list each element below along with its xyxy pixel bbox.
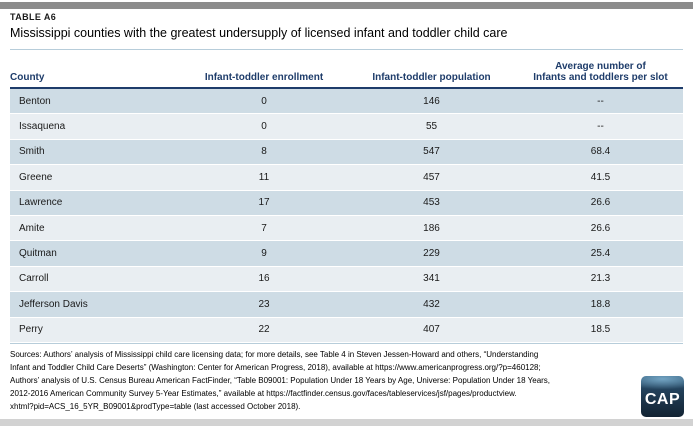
avg-per-slot-cell: 21.3 [590,273,611,285]
county-cell: Amite [19,222,45,234]
column-header-enrollment: Infant-toddler enrollment [204,72,324,83]
enrollment-cell: 0 [261,121,267,133]
county-cell: Issaquena [19,121,66,133]
data-table: County Infant-toddler enrollment Infant-… [10,49,683,344]
table-row: Perry 22 407 18.5 [10,317,683,342]
county-cell: Smith [19,146,45,158]
table-row: Benton 0 146 -- [10,89,683,114]
column-header-population: Infant-toddler population [372,72,491,83]
county-cell: Jefferson Davis [19,298,88,310]
avg-per-slot-cell: 41.5 [590,171,611,183]
avg-per-slot-cell: 26.6 [590,222,611,234]
table-title: Mississippi counties with the greatest u… [10,26,508,40]
population-cell: 453 [423,197,440,209]
enrollment-cell: 23 [258,298,270,310]
enrollment-cell: 22 [258,324,270,336]
source-line: xhtml?pid=ACS_16_5YR_B09001&prodType=tab… [10,402,301,411]
county-cell: Benton [19,95,51,107]
table-row: Jefferson Davis 23 432 18.8 [10,292,683,317]
population-cell: 186 [423,222,440,234]
enrollment-cell: 9 [261,248,267,260]
population-cell: 457 [423,171,440,183]
avg-per-slot-cell: 25.4 [590,248,611,260]
population-cell: 55 [425,121,438,133]
avg-per-slot-cell: 18.5 [590,324,611,336]
county-cell: Quitman [19,248,57,260]
table-label: TABLE A6 [10,12,57,22]
avg-per-slot-cell: 68.4 [590,146,611,158]
county-cell: Carroll [19,273,49,285]
cap-logo-text: CAP [644,391,681,408]
enrollment-cell: 7 [261,222,267,234]
table-header-row: County Infant-toddler enrollment Infant-… [10,49,683,89]
cap-logo: CAP [641,376,684,417]
column-header-average-line2: Infants and toddlers per slot [533,72,668,83]
population-cell: 229 [423,248,440,260]
column-header-county: County [10,72,45,83]
county-cell: Greene [19,171,53,183]
table-row: Amite 7 186 26.6 [10,215,683,241]
column-header-average-line1: Average number of [555,61,646,72]
enrollment-cell: 16 [258,273,270,285]
table-row: Smith 8 547 68.4 [10,139,683,165]
enrollment-cell: 11 [258,171,270,183]
enrollment-cell: 0 [261,95,267,107]
avg-per-slot-cell: 26.6 [590,197,611,209]
population-cell: 341 [423,273,440,285]
enrollment-cell: 8 [261,146,267,158]
population-cell: 146 [423,95,440,107]
population-cell: 547 [423,146,440,158]
table-row: Lawrence 17 453 26.6 [10,190,683,215]
column-header-average: Average number of Infants and toddlers p… [518,61,683,87]
avg-per-slot-cell: -- [597,121,604,133]
county-cell: Lawrence [19,197,63,209]
source-line: Authors’ analysis of U.S. Census Bureau … [10,376,551,385]
county-cell: Perry [19,324,43,336]
sources-note: Sources: Authors’ analysis of Mississipp… [10,348,635,413]
table-row: Carroll 16 341 21.3 [10,266,683,292]
avg-per-slot-cell: -- [597,95,604,107]
bottom-divider-bar [0,419,693,426]
population-cell: 407 [423,324,440,336]
source-line: Sources: Authors’ analysis of Mississipp… [10,350,539,359]
population-cell: 432 [423,298,440,310]
source-line: Infant and Toddler Child Care Deserts” (… [10,363,541,372]
enrollment-cell: 17 [258,197,270,209]
table-body: Benton 0 146 -- Issaquena 0 55 -- Smith … [10,89,683,344]
table-row: Greene 11 457 41.5 [10,165,683,190]
table-row: Issaquena 0 55 -- [10,114,683,139]
source-line: 2012-2016 American Community Survey 5-Ye… [10,389,517,398]
table-row: Quitman 9 229 25.4 [10,241,683,266]
avg-per-slot-cell: 18.8 [590,298,611,310]
top-divider-bar [0,2,693,9]
